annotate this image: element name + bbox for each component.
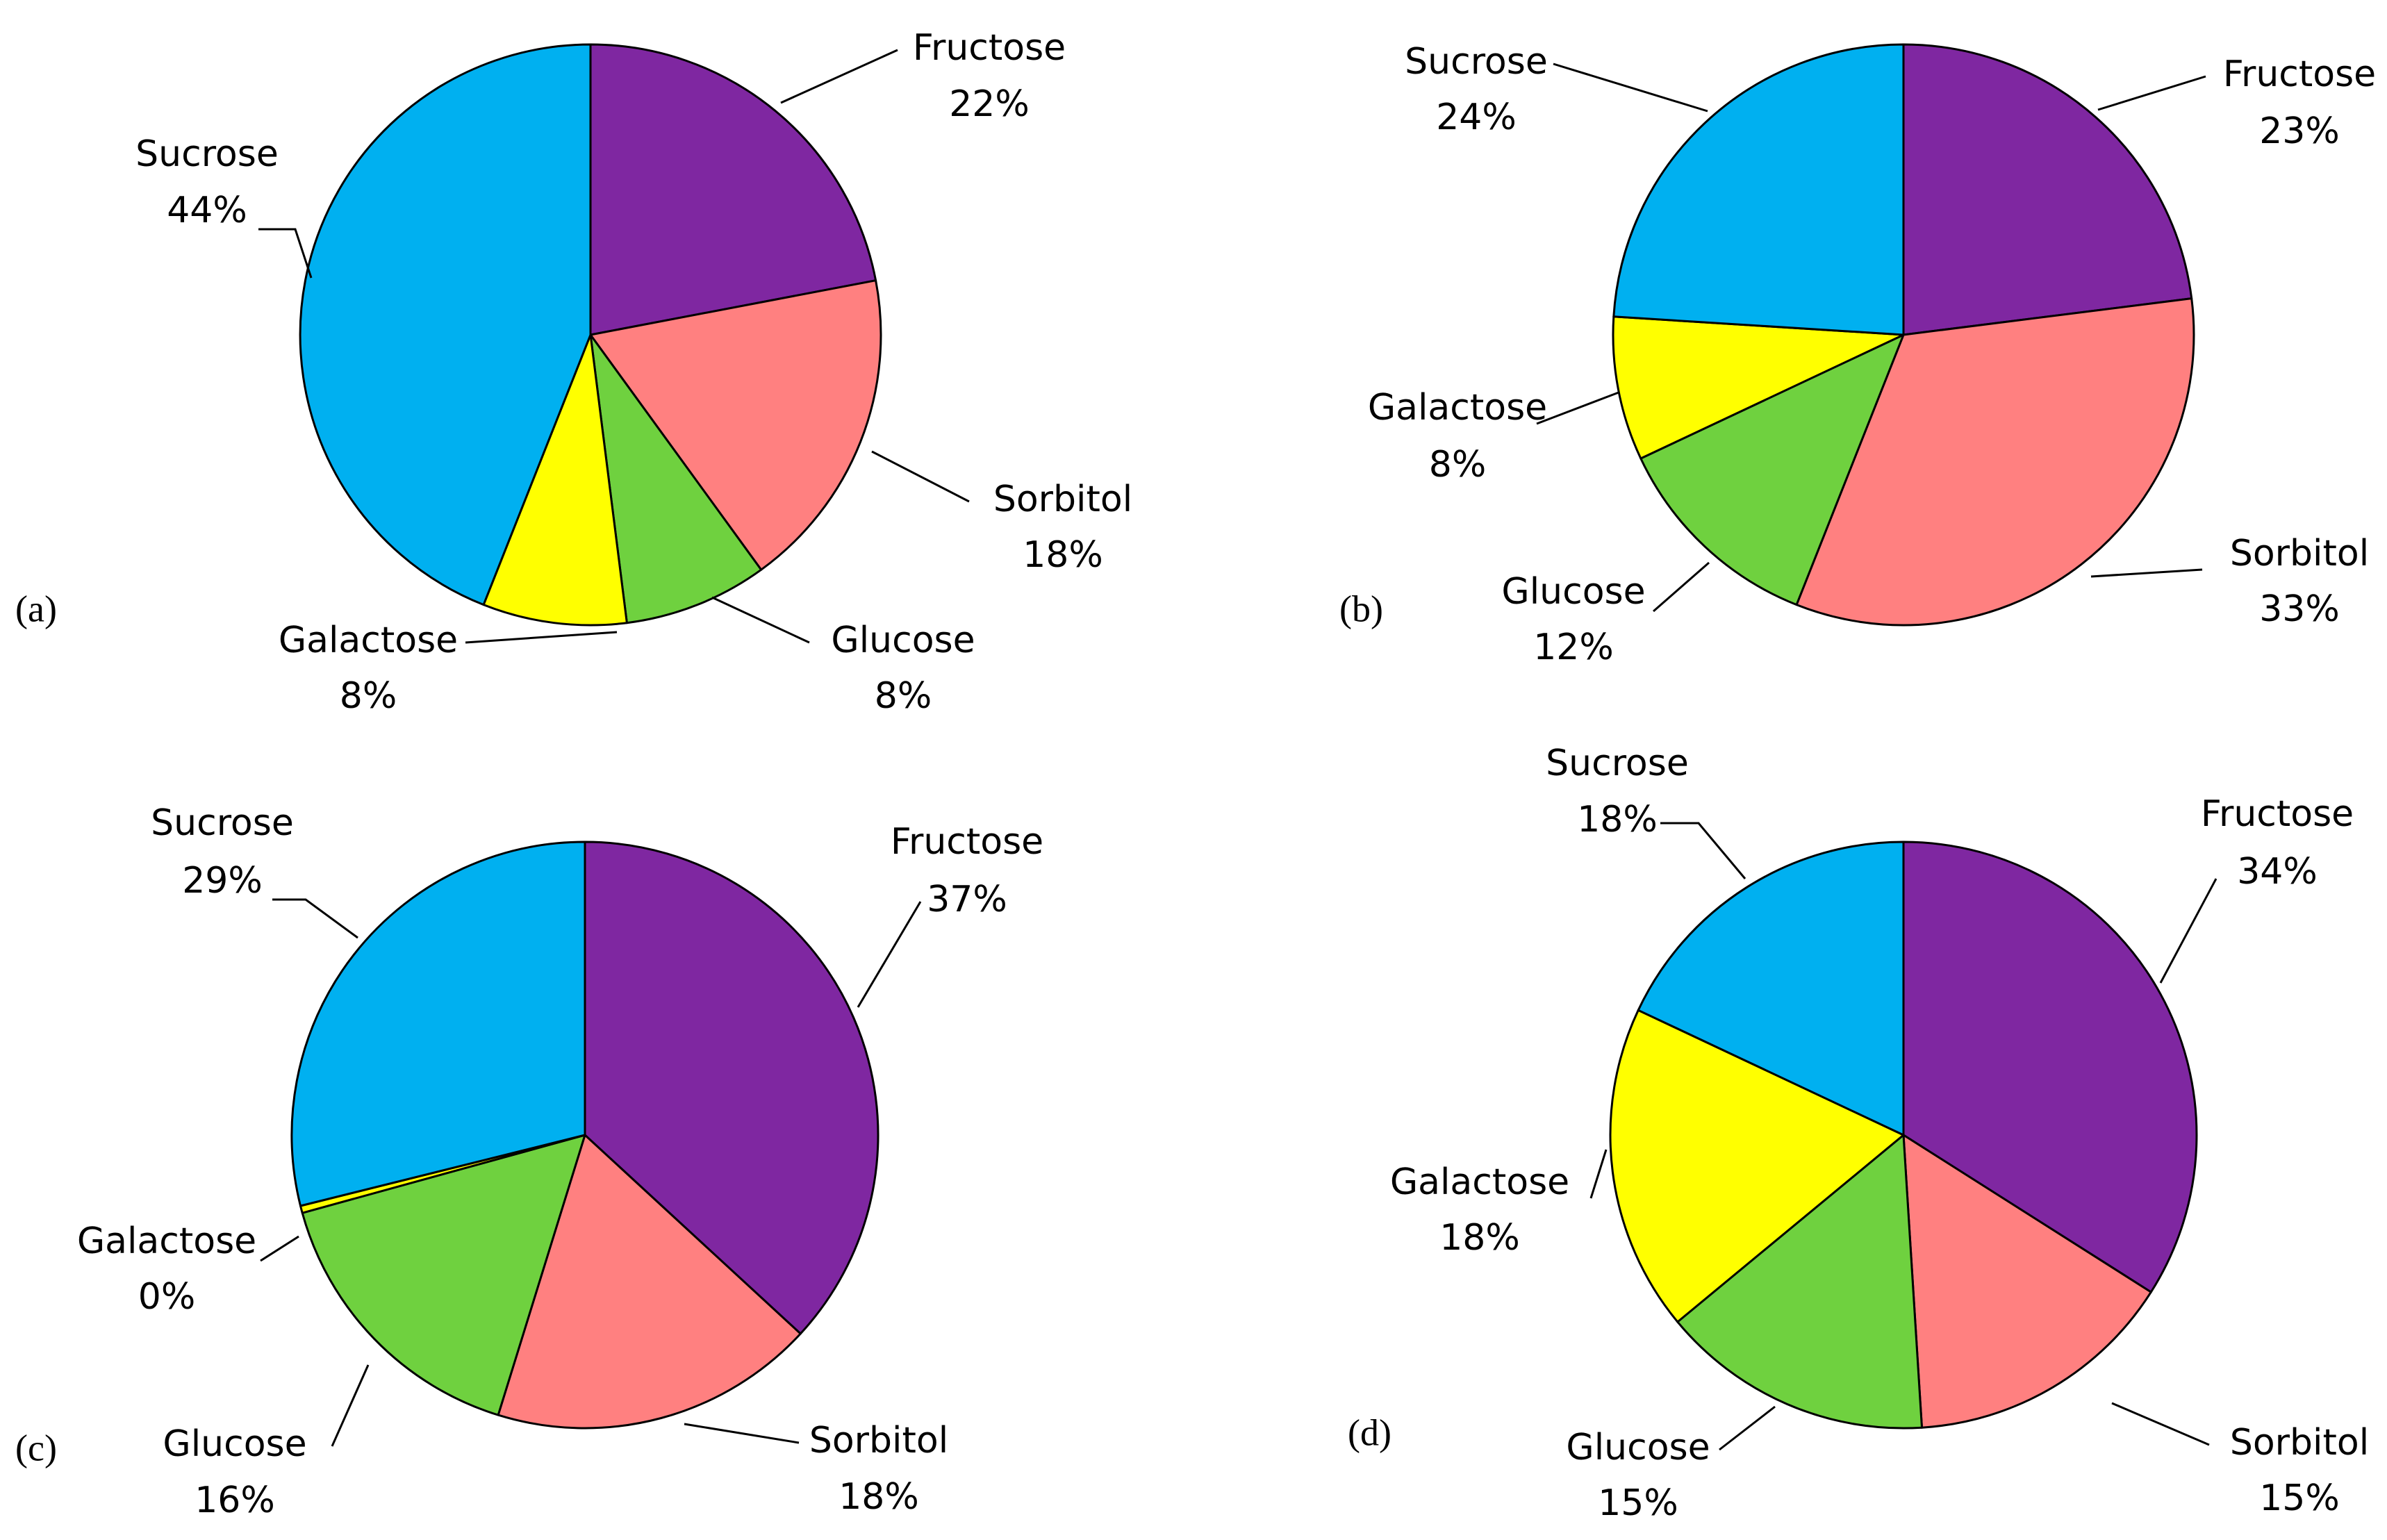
slice-percent-glucose: 8% [875, 675, 932, 717]
leader-line-fructose [857, 901, 922, 1008]
panel-label: (a) [15, 588, 57, 629]
panel-label: (c) [15, 1427, 57, 1468]
slice-name-sorbitol: Sorbitol [2230, 533, 2369, 574]
leader-line-fructose [780, 49, 898, 104]
slice-glucose [1639, 333, 1905, 606]
slice-galactose [1609, 1009, 1905, 1323]
slice-percent-glucose: 12% [1533, 627, 1614, 668]
pie-chart-2: Fructose 23% Sorbitol 33% Glucose 12% Galactos… [1339, 41, 2376, 668]
slice-percent-galactose: 18% [1439, 1217, 1520, 1259]
slice-name-fructose: Fructose [2201, 793, 2354, 835]
slice-sucrose [299, 43, 592, 606]
leader-line-sorbitol [684, 1423, 800, 1444]
slice-percent-galactose: 8% [340, 675, 397, 717]
slice-percent-sucrose: 18% [1577, 799, 1658, 841]
slice-galactose [482, 333, 628, 627]
slice-percent-fructose: 34% [2237, 851, 2318, 893]
slice-galactose [1612, 315, 1905, 460]
slice-percent-sorbitol: 15% [2259, 1477, 2340, 1519]
leader-line-glucose [1719, 1405, 1776, 1451]
slice-name-galactose: Galactose [77, 1220, 256, 1262]
slice-sorbitol [1795, 297, 2195, 627]
slice-percent-fructose: 37% [927, 879, 1007, 920]
leader-line-galactose [1589, 1149, 1608, 1199]
slice-sorbitol [1902, 1134, 2152, 1429]
panel-label: (b) [1339, 588, 1383, 629]
leader-line-galactose [465, 631, 618, 644]
leader-line-sucrose [258, 228, 313, 279]
leader-line-galactose [260, 1235, 299, 1262]
slice-glucose [1676, 1134, 1923, 1430]
leader-line-fructose [2097, 75, 2206, 111]
slice-name-fructose: Fructose [913, 27, 1066, 69]
slice-name-sorbitol: Sorbitol [809, 1420, 948, 1462]
slice-name-sorbitol: Sorbitol [993, 479, 1132, 520]
slice-name-sorbitol: Sorbitol [2230, 1422, 2369, 1464]
pie-chart-1: Fructose 22% Sorbitol 18% Glucose 8% Galactose… [15, 27, 1132, 717]
slice-name-galactose: Galactose [1368, 387, 1547, 429]
leader-line-glucose [1653, 561, 1710, 613]
panel-label: (d) [1348, 1411, 1391, 1453]
pie-chart-3: Fructose 37% Sorbitol 18% Glucose 16% Galactos… [15, 802, 1043, 1521]
slice-name-fructose: Fructose [891, 821, 1043, 863]
slice-name-sucrose: Sucrose [1405, 41, 1548, 83]
leader-line-sorbitol [2090, 568, 2203, 578]
slice-sucrose [1612, 43, 1905, 336]
leader-line-sorbitol [2111, 1402, 2210, 1446]
slice-percent-sorbitol: 33% [2259, 588, 2340, 630]
leader-line-fructose [2159, 878, 2217, 984]
slice-name-glucose: Glucose [1566, 1427, 1710, 1468]
slice-percent-fructose: 22% [949, 83, 1030, 125]
slice-percent-sorbitol: 18% [1023, 534, 1103, 576]
leader-line-sucrose [272, 898, 358, 939]
slice-name-glucose: Glucose [831, 620, 975, 661]
pie-chart-4: Fructose 34% Sorbitol 15% Glucose 15% Galactos… [1348, 743, 2369, 1524]
slice-percent-sucrose: 44% [167, 190, 247, 231]
slice-sorbitol [589, 279, 882, 571]
slice-percent-sorbitol: 18% [839, 1476, 919, 1518]
slice-name-sucrose: Sucrose [1546, 743, 1689, 784]
slice-name-fructose: Fructose [2223, 53, 2376, 95]
slice-percent-sucrose: 24% [1436, 97, 1517, 138]
leader-line-glucose [331, 1364, 370, 1447]
slice-sucrose [290, 841, 586, 1207]
slice-glucose [589, 333, 763, 624]
slice-name-glucose: Glucose [1501, 571, 1645, 613]
leader-line-galactose [1536, 391, 1619, 425]
slice-name-glucose: Glucose [163, 1423, 306, 1465]
slice-percent-galactose: 8% [1429, 444, 1487, 486]
slice-percent-fructose: 23% [2259, 110, 2340, 152]
slice-name-galactose: Galactose [1390, 1161, 1569, 1203]
slice-fructose [1902, 841, 2198, 1293]
slice-percent-sucrose: 29% [182, 860, 263, 902]
slice-name-sucrose: Sucrose [151, 802, 294, 844]
slice-glucose [301, 1134, 586, 1416]
slice-fructose [584, 841, 879, 1335]
leader-line-glucose [711, 596, 810, 644]
slice-name-sucrose: Sucrose [135, 133, 279, 175]
slice-percent-galactose: 0% [138, 1276, 196, 1318]
slice-sucrose [1637, 841, 1905, 1136]
slice-sorbitol [497, 1134, 802, 1430]
slice-percent-glucose: 16% [195, 1480, 275, 1521]
slice-percent-glucose: 15% [1598, 1482, 1678, 1524]
leader-line-sorbitol [871, 450, 970, 503]
leader-line-sucrose [1660, 822, 1746, 879]
slice-fructose [1902, 43, 2193, 336]
slice-name-galactose: Galactose [279, 620, 458, 661]
slice-fructose [589, 43, 877, 336]
leader-line-sucrose [1553, 63, 1708, 113]
